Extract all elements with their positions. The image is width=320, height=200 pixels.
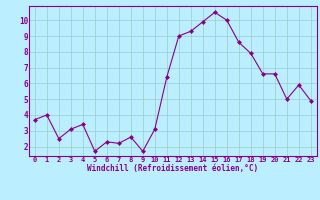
- X-axis label: Windchill (Refroidissement éolien,°C): Windchill (Refroidissement éolien,°C): [87, 164, 258, 173]
